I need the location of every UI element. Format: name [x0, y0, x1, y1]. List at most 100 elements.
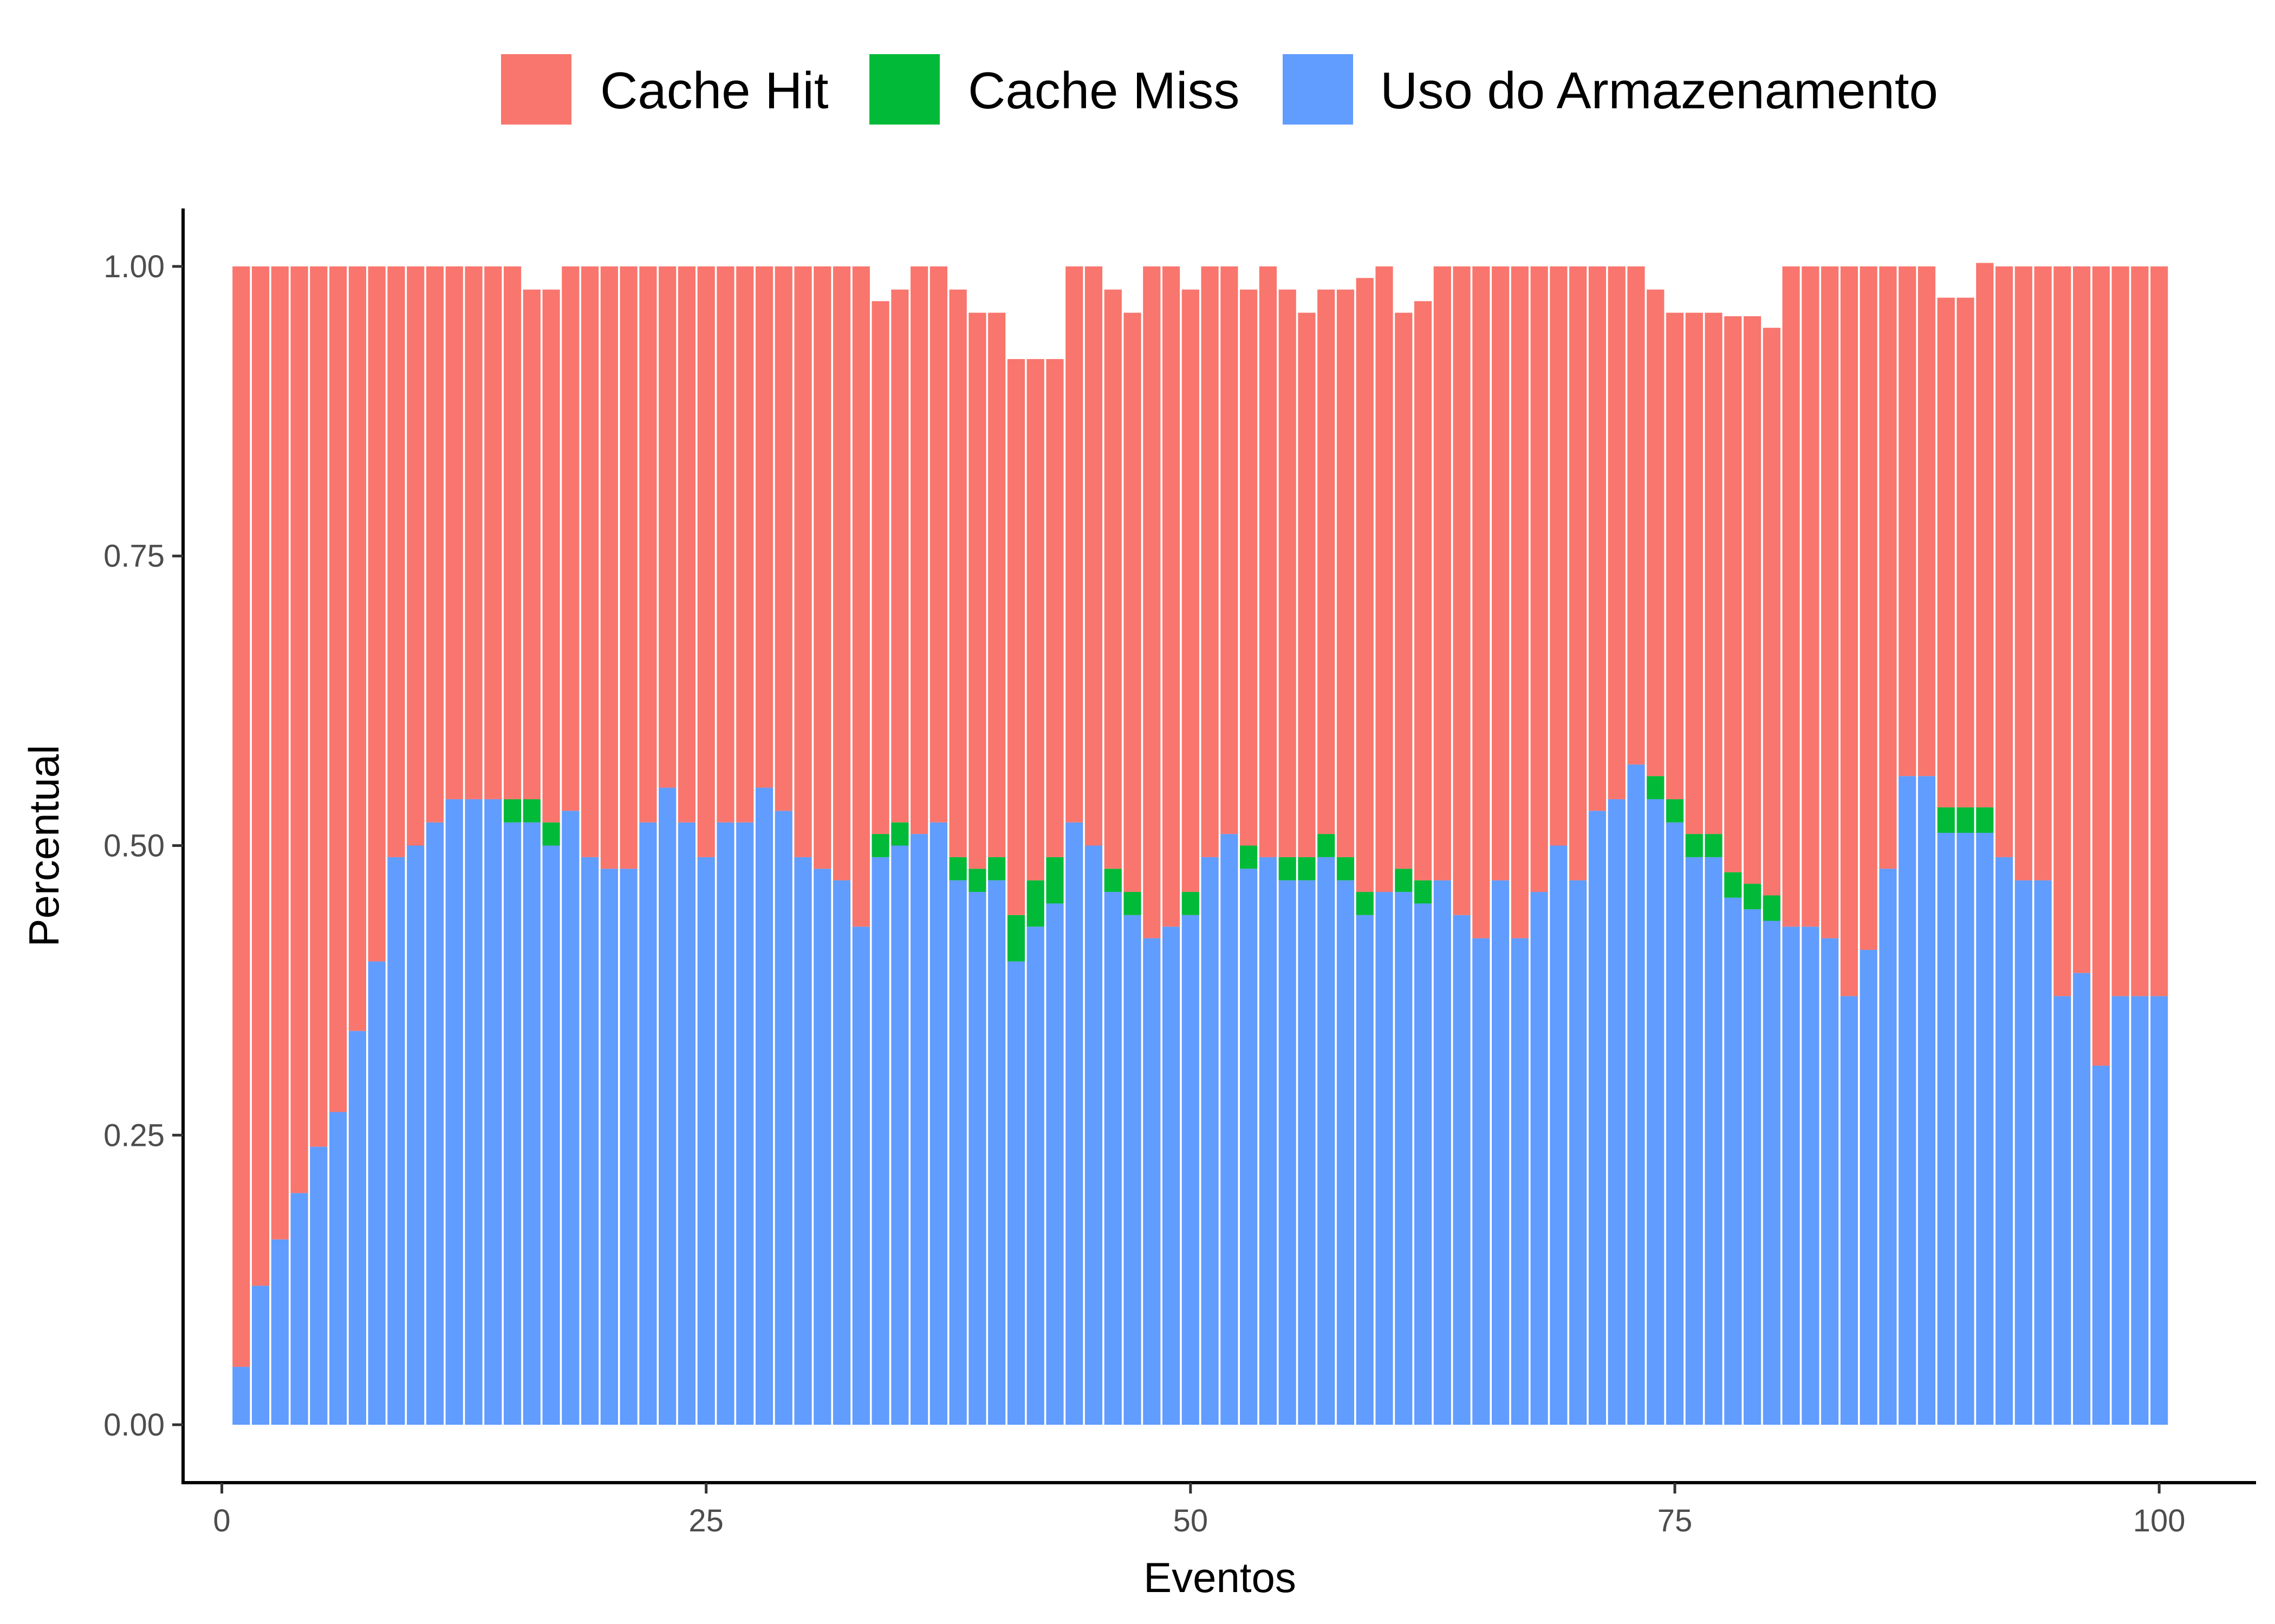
bar-cache-hit-85: [1860, 266, 1877, 950]
bar-uso-do-armazenamento-92: [1995, 857, 2013, 1425]
bar-cache-hit-100: [2150, 266, 2168, 996]
bar-uso-do-armazenamento-51: [1201, 857, 1219, 1425]
bar-cache-hit-18: [562, 266, 580, 811]
bar-cache-hit-88: [1917, 266, 1936, 777]
y-tick-label: 0.75: [103, 539, 165, 574]
bar-cache-miss-50: [1181, 892, 1199, 915]
bar-cache-hit-83: [1821, 266, 1839, 938]
legend: Cache Hit Cache Miss Uso do Armazenament…: [501, 54, 1938, 125]
bar-cache-hit-60: [1375, 266, 1393, 892]
bar-uso-do-armazenamento-65: [1472, 938, 1490, 1425]
bar-cache-miss-17: [542, 822, 560, 846]
bar-uso-do-armazenamento-36: [911, 834, 928, 1425]
bar-cache-hit-62: [1414, 301, 1432, 881]
bar-cache-miss-75: [1666, 799, 1684, 823]
bar-cache-hit-12: [445, 266, 463, 799]
bar-cache-miss-56: [1298, 857, 1316, 881]
bar-cache-hit-4: [290, 266, 308, 1193]
bar-cache-hit-73: [1627, 266, 1645, 765]
bar-cache-hit-76: [1685, 312, 1703, 834]
bar-cache-hit-40: [988, 312, 1006, 857]
bar-uso-do-armazenamento-38: [949, 880, 967, 1425]
bar-uso-do-armazenamento-83: [1821, 938, 1839, 1425]
bar-cache-hit-90: [1956, 297, 1974, 807]
y-tick-label: 1.00: [103, 249, 165, 284]
bar-uso-do-armazenamento-40: [988, 880, 1006, 1425]
bar-uso-do-armazenamento-2: [251, 1286, 270, 1425]
bar-uso-do-armazenamento-95: [2053, 996, 2071, 1425]
bar-cache-hit-79: [1743, 316, 1761, 884]
y-tick-label: 0.25: [103, 1118, 165, 1153]
bar-cache-hit-21: [620, 266, 638, 869]
bar-uso-do-armazenamento-28: [755, 787, 774, 1425]
bar-cache-hit-27: [736, 266, 754, 823]
bar-uso-do-armazenamento-27: [736, 822, 754, 1425]
bar-uso-do-armazenamento-13: [465, 799, 483, 1425]
bar-cache-hit-2: [251, 266, 270, 1286]
bar-uso-do-armazenamento-71: [1588, 811, 1607, 1425]
bar-cache-hit-84: [1840, 266, 1858, 996]
bar-uso-do-armazenamento-72: [1608, 799, 1626, 1425]
bar-uso-do-armazenamento-61: [1395, 892, 1413, 1425]
bar-cache-miss-46: [1104, 869, 1122, 892]
bar-uso-do-armazenamento-39: [968, 892, 986, 1425]
bar-uso-do-armazenamento-91: [1976, 832, 1994, 1425]
y-tick-label: 0.00: [103, 1407, 165, 1443]
bar-uso-do-armazenamento-12: [445, 799, 463, 1425]
bar-cache-miss-53: [1240, 845, 1258, 869]
bar-cache-miss-43: [1046, 857, 1064, 904]
bar-cache-miss-74: [1647, 776, 1665, 799]
bar-uso-do-armazenamento-3: [271, 1239, 289, 1425]
bar-uso-do-armazenamento-31: [814, 869, 831, 1425]
bar-uso-do-armazenamento-15: [503, 822, 522, 1425]
bar-uso-do-armazenamento-56: [1298, 880, 1316, 1425]
bar-cache-hit-52: [1220, 266, 1238, 834]
bar-uso-do-armazenamento-67: [1511, 938, 1529, 1425]
bar-cache-hit-29: [775, 266, 792, 811]
bar-cache-hit-13: [465, 266, 483, 799]
bar-uso-do-armazenamento-86: [1879, 869, 1897, 1425]
bar-cache-hit-55: [1278, 289, 1296, 857]
bar-cache-miss-80: [1763, 895, 1780, 921]
bar-cache-hit-20: [600, 266, 618, 869]
bar-cache-miss-76: [1685, 834, 1703, 857]
bar-uso-do-armazenamento-20: [600, 869, 618, 1425]
bar-cache-hit-69: [1550, 266, 1568, 846]
bar-uso-do-armazenamento-76: [1685, 857, 1703, 1425]
bar-cache-hit-89: [1937, 297, 1955, 807]
bar-cache-hit-86: [1879, 266, 1897, 869]
bar-cache-hit-6: [329, 266, 347, 1112]
y-axis-ticks: 0.00 0.25 0.50 0.75 1.00: [103, 249, 183, 1443]
bar-uso-do-armazenamento-50: [1181, 915, 1199, 1425]
bar-cache-hit-25: [697, 266, 715, 857]
bar-uso-do-armazenamento-81: [1782, 927, 1800, 1425]
bar-cache-hit-38: [949, 289, 967, 857]
bar-uso-do-armazenamento-74: [1647, 799, 1665, 1425]
bar-uso-do-armazenamento-4: [290, 1193, 308, 1425]
bar-uso-do-armazenamento-94: [2034, 880, 2052, 1425]
bar-cache-hit-96: [2073, 266, 2091, 973]
legend-label-cache-hit: Cache Hit: [600, 62, 829, 120]
x-tick-label: 75: [1658, 1503, 1693, 1538]
bar-uso-do-armazenamento-18: [562, 811, 580, 1425]
bar-cache-hit-11: [426, 266, 444, 823]
bar-uso-do-armazenamento-57: [1317, 857, 1335, 1425]
bar-cache-miss-59: [1356, 892, 1374, 915]
bar-cache-hit-92: [1995, 266, 2013, 857]
legend-swatch-uso-do-armazenamento: [1283, 54, 1353, 125]
bar-uso-do-armazenamento-46: [1104, 892, 1122, 1425]
bar-cache-hit-36: [911, 266, 928, 834]
bar-uso-do-armazenamento-64: [1453, 915, 1471, 1425]
bar-cache-hit-39: [968, 312, 986, 869]
bar-cache-miss-47: [1123, 892, 1141, 915]
x-tick-label: 0: [213, 1503, 230, 1538]
bar-cache-hit-65: [1472, 266, 1490, 938]
bar-uso-do-armazenamento-63: [1433, 880, 1451, 1425]
bar-cache-hit-23: [659, 266, 677, 788]
bar-cache-hit-24: [678, 266, 696, 823]
bar-uso-do-armazenamento-89: [1937, 832, 1955, 1425]
bar-uso-do-armazenamento-62: [1414, 903, 1432, 1425]
bar-cache-hit-53: [1240, 289, 1258, 846]
bar-cache-hit-26: [717, 266, 734, 823]
